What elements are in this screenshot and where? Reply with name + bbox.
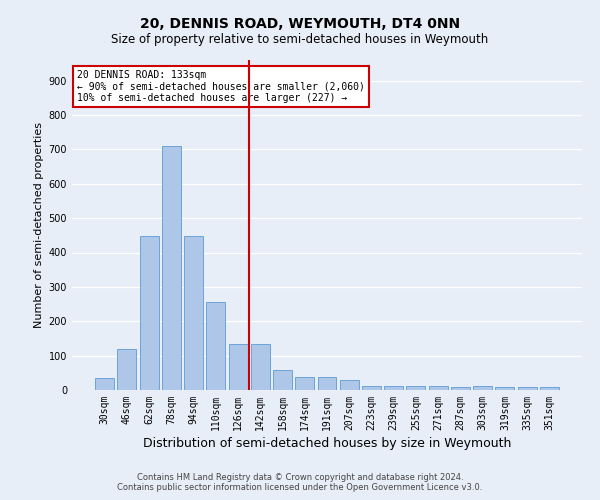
- X-axis label: Distribution of semi-detached houses by size in Weymouth: Distribution of semi-detached houses by …: [143, 437, 511, 450]
- Bar: [229, 344, 248, 390]
- Bar: [251, 344, 270, 390]
- Bar: [95, 378, 114, 390]
- Bar: [406, 386, 425, 390]
- Text: 20 DENNIS ROAD: 133sqm
← 90% of semi-detached houses are smaller (2,060)
10% of : 20 DENNIS ROAD: 133sqm ← 90% of semi-det…: [77, 70, 365, 103]
- Bar: [206, 302, 225, 390]
- Bar: [140, 236, 158, 390]
- Bar: [162, 146, 181, 390]
- Bar: [340, 380, 359, 390]
- Bar: [451, 387, 470, 390]
- Y-axis label: Number of semi-detached properties: Number of semi-detached properties: [34, 122, 44, 328]
- Bar: [384, 386, 403, 390]
- Bar: [317, 378, 337, 390]
- Bar: [184, 236, 203, 390]
- Bar: [295, 378, 314, 390]
- Text: 20, DENNIS ROAD, WEYMOUTH, DT4 0NN: 20, DENNIS ROAD, WEYMOUTH, DT4 0NN: [140, 18, 460, 32]
- Bar: [473, 386, 492, 390]
- Bar: [429, 386, 448, 390]
- Bar: [518, 387, 536, 390]
- Bar: [540, 387, 559, 390]
- Text: Size of property relative to semi-detached houses in Weymouth: Size of property relative to semi-detach…: [112, 32, 488, 46]
- Bar: [118, 350, 136, 390]
- Bar: [362, 386, 381, 390]
- Bar: [273, 370, 292, 390]
- Text: Contains HM Land Registry data © Crown copyright and database right 2024.
Contai: Contains HM Land Registry data © Crown c…: [118, 473, 482, 492]
- Bar: [496, 387, 514, 390]
